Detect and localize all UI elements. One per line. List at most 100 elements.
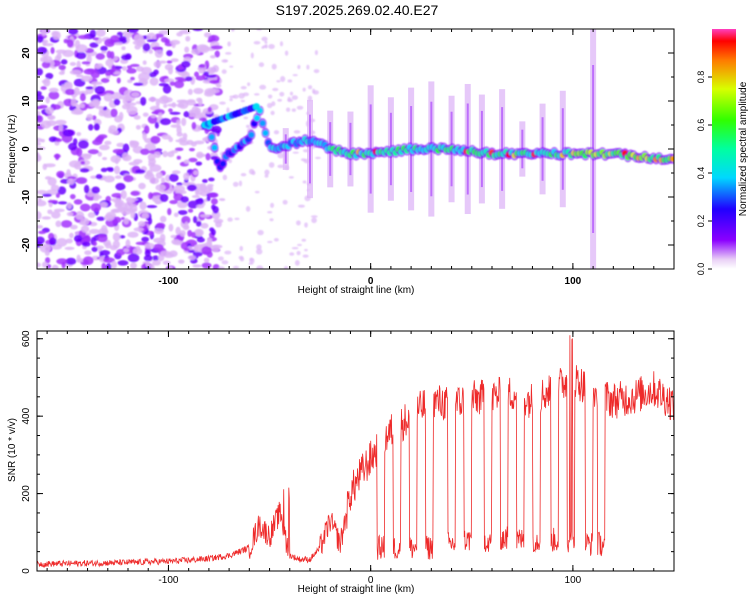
- spectrogram-noise-blob: [227, 41, 231, 47]
- spectrogram-noise-blob: [195, 229, 203, 237]
- figure-title: S197.2025.269.02.40.E27: [276, 2, 439, 18]
- spectrogram-noise-blob: [221, 260, 229, 265]
- spectrogram-noise-blob: [104, 140, 112, 146]
- spectrogram-noise-blob: [193, 140, 205, 145]
- spectrogram-noise-blob: [231, 29, 235, 32]
- spectrogram-noise-blob: [90, 203, 102, 212]
- snr-xtick-label: -100: [158, 575, 178, 586]
- spectrogram-noise-blob: [176, 125, 182, 135]
- spectrogram-noise-blob: [133, 34, 144, 44]
- spectrogram-noise-blob: [42, 43, 54, 47]
- spectrogram-noise-blob: [130, 76, 135, 81]
- spectrogram-noise-blob: [175, 226, 181, 235]
- spectrogram-noise-blob: [271, 101, 276, 107]
- spectrogram-noise-blob: [103, 257, 115, 263]
- spectrogram-noise-blob: [134, 44, 141, 50]
- spectrogram-noise-blob: [256, 244, 262, 251]
- spectrogram-noise-blob: [221, 59, 229, 63]
- spectrogram-noise-blob: [67, 176, 77, 180]
- spectrogram-noise-blob: [89, 42, 99, 48]
- spectrogram-noise-blob: [194, 71, 200, 78]
- spectrogram-noise-blob: [191, 106, 199, 114]
- spectrogram-noise-blob: [94, 64, 102, 69]
- spectrogram-noise-blob: [153, 61, 162, 68]
- spectrogram-noise-blob: [37, 46, 48, 55]
- spectrogram-noise-blob: [313, 69, 320, 74]
- spectrogram-noise-blob: [80, 153, 93, 158]
- spectrogram-noise-blob: [74, 86, 80, 96]
- spectrogram-noise-blob: [121, 104, 131, 110]
- spectrogram-noise-blob: [58, 124, 64, 132]
- spectrogram-noise-blob: [97, 151, 103, 157]
- spectrogram-noise-blob: [228, 158, 233, 164]
- spectrogram-noise-blob: [199, 185, 208, 192]
- spectrogram-noise-blob: [222, 174, 228, 181]
- spectrogram-noise-blob: [121, 46, 126, 51]
- spectrogram-noise-blob: [69, 232, 74, 239]
- spectrogram-ytick-label: -10: [21, 189, 32, 204]
- spectrogram-xlabel: Height of straight line (km): [298, 285, 415, 296]
- spectrogram-noise-blob: [119, 235, 126, 239]
- spectrogram-noise-blob: [37, 115, 44, 123]
- spectrogram-noise-blob: [293, 130, 301, 134]
- spectrogram-noise-blob: [37, 110, 41, 116]
- spectrogram-noise-blob: [37, 35, 44, 43]
- spectrogram-noise-blob: [256, 265, 264, 269]
- spectrogram-noise-blob: [285, 107, 291, 112]
- spectrogram-noise-blob: [268, 43, 275, 50]
- spectrogram-noise-blob: [148, 217, 153, 225]
- spectrogram-noise-blob: [137, 220, 146, 227]
- spectrogram-noise-blob: [203, 257, 210, 263]
- spectrogram-noise-blob: [112, 71, 122, 75]
- spectrogram-noise-blob: [95, 174, 103, 180]
- spectrogram-noise-blob: [150, 114, 157, 118]
- snr-ytick-label: 600: [21, 330, 32, 347]
- spectrogram-noise-blob: [101, 224, 108, 234]
- spectrogram-noise-blob: [47, 177, 57, 186]
- spectrogram-noise-blob: [187, 229, 193, 237]
- snr-background: [37, 331, 674, 571]
- spectrogram-noise-blob: [157, 253, 165, 262]
- spectrogram-noise-blob: [205, 74, 217, 78]
- spectrogram-ridge-core: [670, 155, 674, 162]
- spectrogram-noise-blob: [181, 117, 187, 127]
- spectrogram-noise-blob: [111, 260, 117, 269]
- spectrogram-noise-blob: [37, 94, 45, 101]
- spectrogram-noise-blob: [174, 147, 184, 152]
- spectrogram-noise-blob: [187, 254, 197, 261]
- spectrogram-noise-blob: [195, 75, 206, 81]
- spectrogram-noise-blob: [60, 59, 68, 65]
- spectrogram-noise-blob: [81, 75, 93, 82]
- spectrogram-noise-blob: [97, 234, 108, 243]
- spectrogram-noise-blob: [211, 125, 222, 134]
- spectrogram-noise-blob: [279, 41, 284, 47]
- spectrogram-noise-blob: [77, 34, 90, 40]
- spectrogram-noise-blob: [181, 60, 191, 68]
- spectrogram-noise-blob: [232, 94, 239, 99]
- spectrogram-noise-blob: [209, 55, 216, 59]
- spectrogram-noise-blob: [69, 61, 77, 66]
- spectrogram-noise-blob: [155, 184, 166, 191]
- spectrogram-noise-blob: [70, 224, 78, 230]
- spectrogram-noise-blob: [112, 240, 120, 249]
- spectrogram-noise-blob: [196, 153, 208, 158]
- spectrogram-noise-blob: [144, 242, 155, 249]
- spectrogram-noise-blob: [168, 173, 179, 182]
- snr-ticks: -100 0 100 0 200 400 600: [21, 330, 675, 586]
- spectrogram-noise-blob: [192, 264, 202, 268]
- spectrogram-noise-blob: [110, 198, 122, 202]
- spectrogram-noise-blob: [95, 245, 105, 250]
- spectrogram-noise-blob: [315, 156, 321, 160]
- spectrogram-noise-blob: [206, 251, 213, 258]
- spectrogram-noise-blob: [87, 212, 96, 218]
- spectrogram-noise-blob: [294, 260, 300, 266]
- spectrogram-noise-blob: [310, 215, 318, 218]
- spectrogram-noise-blob: [209, 227, 215, 232]
- spectrogram-noise-blob: [273, 238, 279, 242]
- spectrogram-noise-blob: [155, 222, 166, 229]
- spectrogram-noise-blob: [127, 231, 139, 238]
- spectrogram-noise-blob: [212, 264, 220, 269]
- spectrogram-noise-blob: [304, 222, 308, 228]
- spectrogram-noise-blob: [291, 95, 298, 100]
